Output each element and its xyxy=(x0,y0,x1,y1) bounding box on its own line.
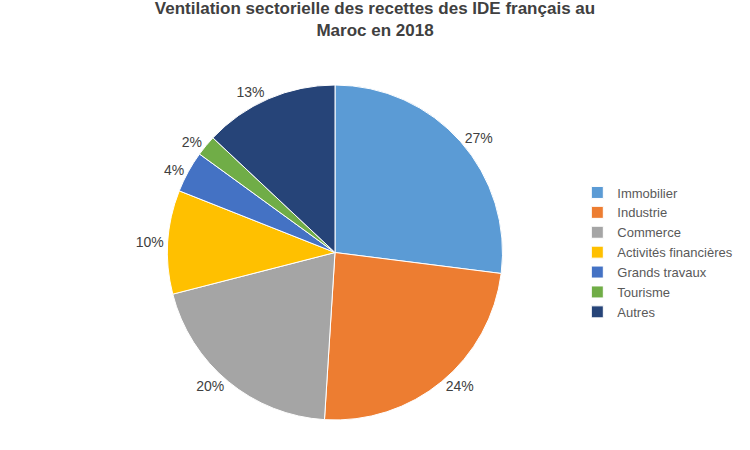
svg-text:Tourisme: Tourisme xyxy=(617,285,670,300)
svg-text:20%: 20% xyxy=(196,378,224,394)
svg-text:27%: 27% xyxy=(465,130,493,146)
svg-text:Ventilation sectorielle des re: Ventilation sectorielle des recettes des… xyxy=(155,0,595,40)
svg-text:Grands travaux: Grands travaux xyxy=(617,265,706,280)
svg-text:4%: 4% xyxy=(164,162,184,178)
svg-text:Activités financières: Activités financières xyxy=(617,245,732,260)
svg-text:2%: 2% xyxy=(182,134,202,150)
svg-text:Autres: Autres xyxy=(617,305,655,320)
svg-text:Industrie: Industrie xyxy=(617,205,667,220)
svg-text:10%: 10% xyxy=(136,234,164,250)
svg-text:24%: 24% xyxy=(446,378,474,394)
svg-text:Commerce: Commerce xyxy=(617,225,681,240)
svg-text:13%: 13% xyxy=(236,84,264,100)
svg-text:Immobilier: Immobilier xyxy=(617,186,678,201)
